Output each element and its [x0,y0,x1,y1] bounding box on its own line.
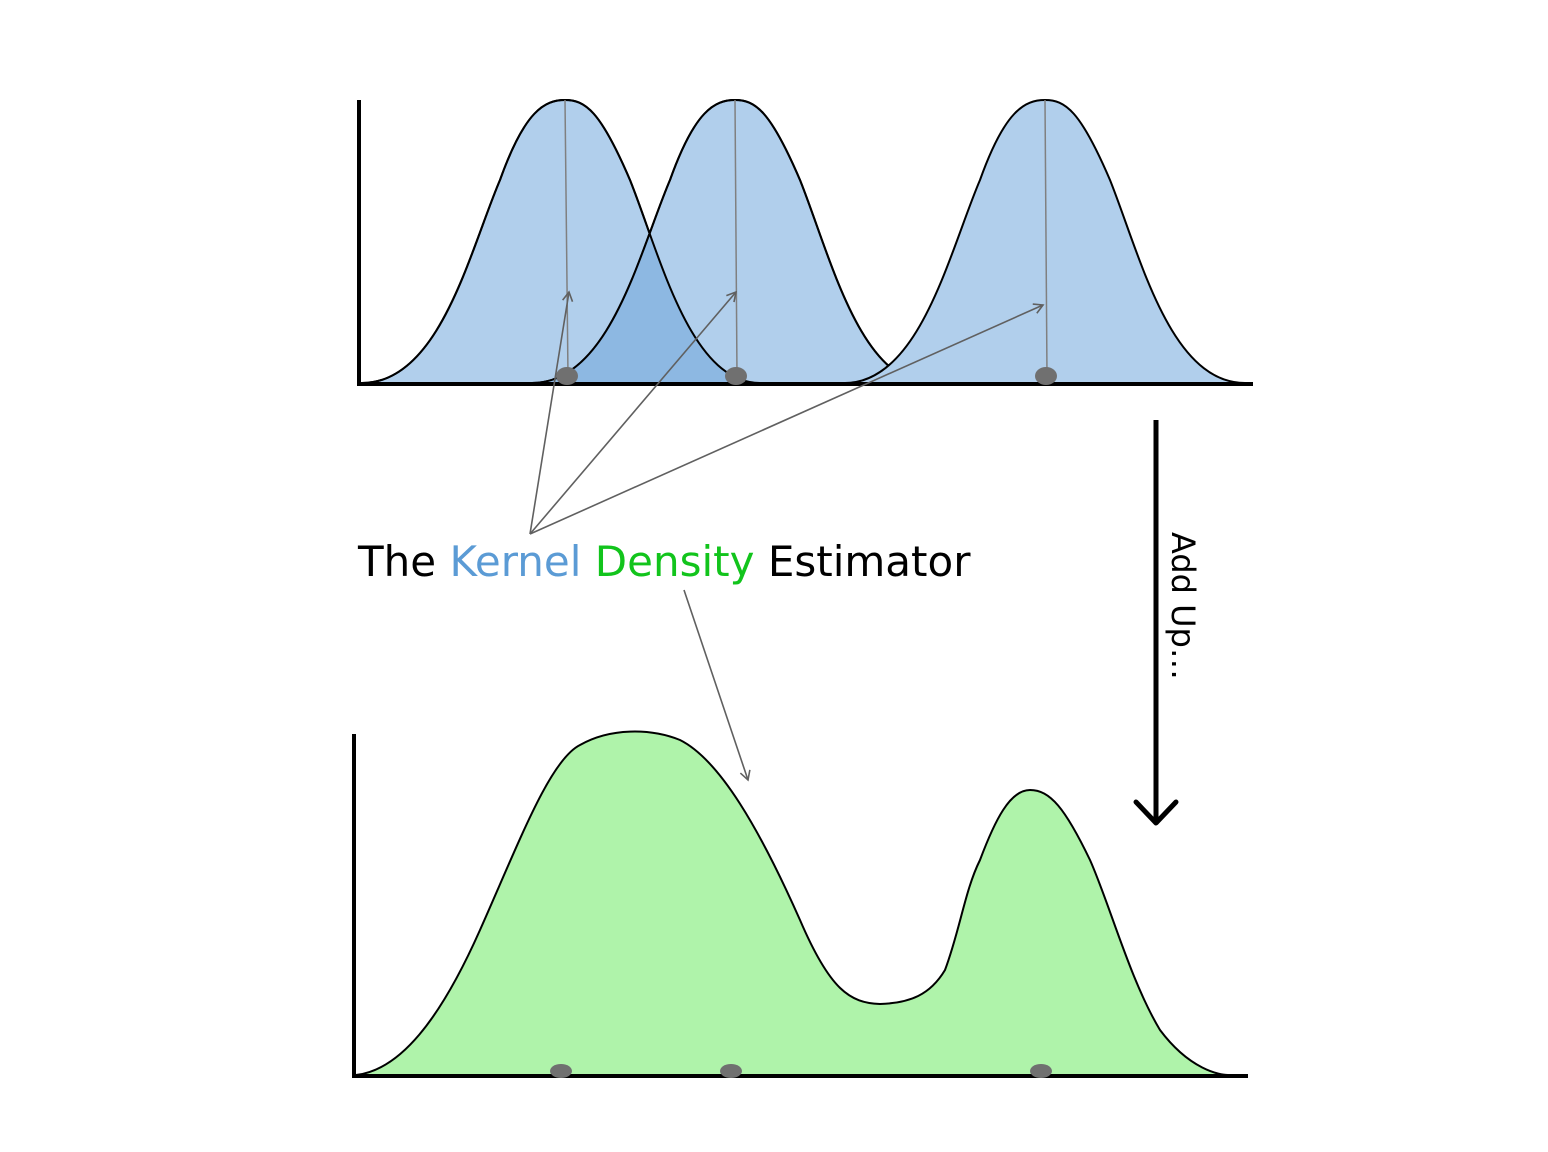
kernel-center-line-1 [564,99,569,377]
title-density-word: Density [595,537,755,586]
density-curve [355,730,1229,1076]
add-up-arrowhead [1133,799,1179,826]
kernels-panel [357,98,1253,386]
kernel-center-line-3 [1044,99,1048,377]
density-data-point-1 [550,1064,572,1078]
data-point-1 [556,367,578,385]
diagram-title: The Kernel Density Estimator [357,537,971,586]
data-point-3 [1035,367,1057,385]
title-estimator: Estimator [754,537,971,586]
title-the: The [357,537,449,586]
density-data-point-3 [1030,1064,1052,1078]
add-up-label: Add Up… [1164,532,1202,680]
density-panel [352,730,1248,1078]
density-data-point-2 [720,1064,742,1078]
arrow-to-kernel-1 [529,290,574,535]
title-space [581,537,594,586]
data-point-2 [725,367,747,385]
annotation-arrows [529,290,1045,782]
arrow-to-kernel-2 [529,290,738,535]
arrow-to-kernel-3 [529,303,1045,535]
kernel-center-line-2 [734,99,738,377]
add-up-arrow: Add Up… [1133,420,1202,826]
title-kernel-word: Kernel [449,537,581,586]
arrow-to-density [683,589,751,782]
